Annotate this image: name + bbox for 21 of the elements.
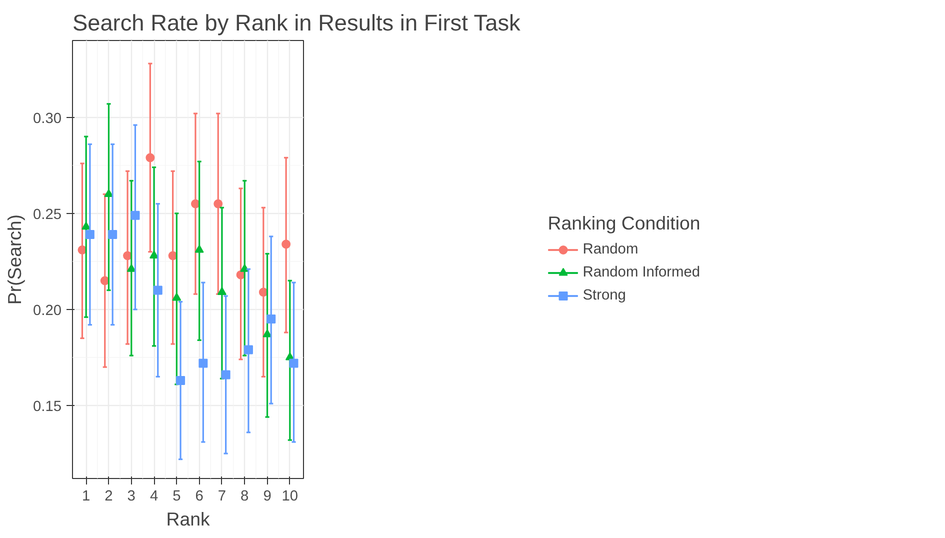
x-tick-label: 10 (282, 488, 298, 504)
x-tick-label: 6 (195, 488, 204, 504)
x-tick-label: 2 (104, 488, 113, 504)
x-tick-label: 7 (218, 488, 226, 504)
y-tick-label: 0.25 (32, 206, 62, 223)
x-tick-label: 1 (82, 488, 90, 504)
x-axis-title: Rank (166, 508, 210, 530)
x-tick-label: 4 (150, 488, 158, 504)
chart-title: Search Rate by Rank in Results in First Task (72, 10, 522, 36)
x-tick-label: 9 (263, 488, 272, 504)
legend-label: Strong (582, 288, 626, 304)
x-tick-label: 3 (127, 488, 136, 504)
y-tick-label: 0.20 (32, 302, 62, 319)
y-tick-label: 0.30 (32, 110, 62, 127)
legend-title: Ranking Condition (548, 212, 700, 234)
x-tick-label: 5 (172, 488, 181, 504)
legend-label: Random Informed (582, 264, 700, 280)
legend-label: Random (582, 242, 638, 258)
x-tick-label: 8 (240, 488, 249, 504)
y-tick-label: 0.15 (32, 399, 62, 415)
y-axis-title: Pr(Search) (4, 214, 25, 305)
